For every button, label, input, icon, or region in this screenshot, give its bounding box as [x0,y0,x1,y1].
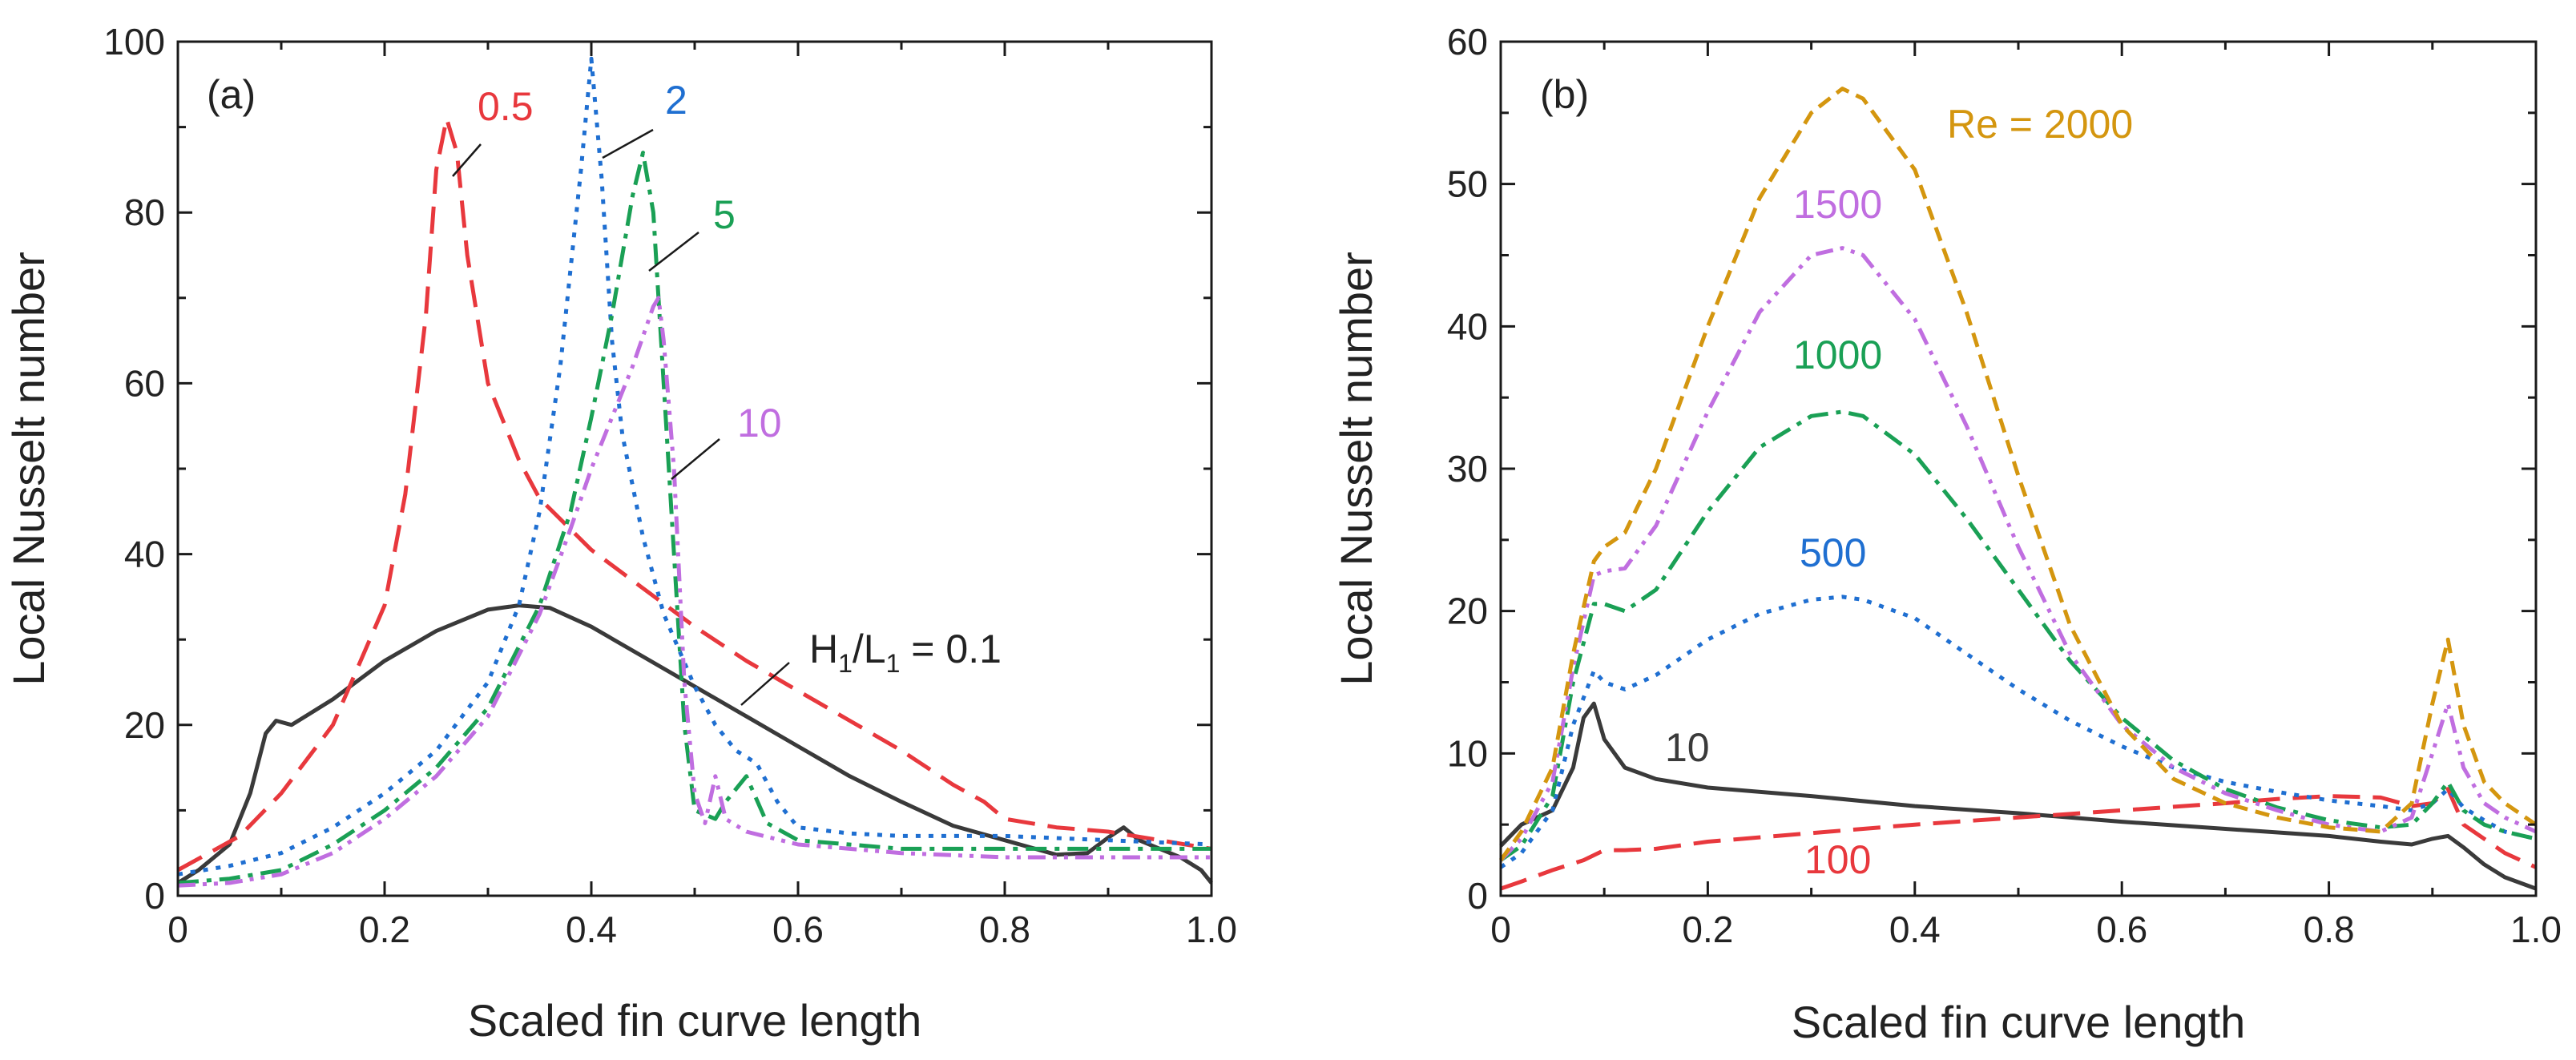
leader-line-5 [648,232,699,272]
annotation-2: 2 [665,78,687,123]
x-tick-label-a-0: 0 [167,909,188,950]
series-line-b-1000 [1499,409,2537,862]
annotation-re-10: 10 [1665,725,1710,770]
series-line-b-100 [1500,787,2538,891]
y-tick-label-b-2: 20 [1447,590,1488,632]
y-tick-label-b-0: 0 [1467,875,1488,917]
annotation-re-100: 100 [1804,837,1871,882]
x-tick-label-a-1: 0.2 [359,909,410,950]
y-axis-label-a: Local Nusselt number [3,252,54,686]
x-tick-label-b-3: 0.6 [2096,909,2147,950]
annotation-5: 5 [713,192,736,237]
series-line-a-5 [177,151,1211,885]
panel-label-b: (b) [1540,72,1589,117]
x-tick-label-b-2: 0.4 [1889,909,1941,950]
plot-frame-a [176,40,1213,897]
h1l1-value: = 0.1 [900,627,1002,671]
tick-labels-b: 0 0.2 0.4 0.6 0.8 1.0 0 10 20 30 40 50 60 [1447,21,2562,950]
leader-line-h1l1 [740,662,790,706]
y-axis-label-b: Local Nusselt number [1331,252,1381,686]
h1l1-l: /L [853,627,886,671]
series-line-a-H1-L1-0.1 [176,603,1213,885]
x-tick-label-b-0: 0 [1490,909,1511,950]
y-tick-label-b-5: 50 [1447,163,1488,205]
series-line-a-2 [177,56,1212,877]
annotation-re-500: 500 [1800,530,1866,575]
series-line-b-10 [1499,701,2537,891]
y-tick-label-b-1: 10 [1447,732,1488,774]
annotation-h1l1: H1/L1 = 0.1 [809,627,1002,678]
leader-line-2 [602,128,654,159]
series-line-b-500 [1499,594,2537,869]
y-tick-label-b-3: 30 [1447,448,1488,490]
x-tick-label-a-3: 0.6 [772,909,824,950]
series-line-a-10 [177,296,1211,888]
x-tick-label-b-5: 1.0 [2510,909,2562,950]
x-tick-label-b-4: 0.8 [2304,909,2355,950]
x-tick-label-a-2: 0.4 [566,909,617,950]
series-group-a [176,56,1213,888]
y-tick-label-a-2: 40 [124,534,165,575]
series-line-b-1500 [1499,246,2538,862]
y-tick-label-a-0: 0 [144,875,165,917]
x-axis-label-b: Scaled fin curve length [1792,997,2246,1047]
ticks-b [1499,40,2538,897]
h1l1-sub2: 1 [886,649,901,678]
h1l1-sub1: 1 [838,649,853,678]
y-tick-label-b-4: 40 [1447,305,1488,347]
annotation-re-2000: Re = 2000 [1947,102,2133,147]
series-line-b-Re-2000 [1498,87,2538,862]
leader-line-0.5 [452,143,482,177]
y-tick-label-a-4: 80 [124,191,165,233]
panel-a: 0 0.2 0.4 0.6 0.8 1.0 0 20 40 60 80 100 (a) Scaled … [3,21,1237,1046]
panel-b: 0 0.2 0.4 0.6 0.8 1.0 0 10 20 30 40 50 60 (b) Scaled… [1331,21,2562,1047]
panel-label-a: (a) [207,72,256,117]
annotation-0.5: 0.5 [478,84,534,129]
leader-line-10 [671,438,720,480]
x-tick-label-a-5: 1.0 [1186,909,1237,950]
h1l1-h: H [809,627,838,671]
annotation-re-1000: 1000 [1793,333,1882,377]
tick-labels-a: 0 0.2 0.4 0.6 0.8 1.0 0 20 40 60 80 100 [103,21,1237,950]
y-tick-label-a-3: 60 [124,362,165,404]
x-axis-label-a: Scaled fin curve length [468,995,922,1046]
y-tick-label-a-1: 20 [124,704,165,746]
x-tick-label-a-4: 0.8 [979,909,1030,950]
annotation-10: 10 [737,401,782,445]
annotation-re-1500: 1500 [1793,182,1882,227]
series-group-b [1498,87,2538,891]
series-line-a-0.5 [176,116,1212,873]
ticks-a [176,40,1213,897]
x-tick-label-b-1: 0.2 [1682,909,1733,950]
y-tick-label-b-6: 60 [1447,21,1488,62]
y-tick-label-a-5: 100 [103,21,165,62]
